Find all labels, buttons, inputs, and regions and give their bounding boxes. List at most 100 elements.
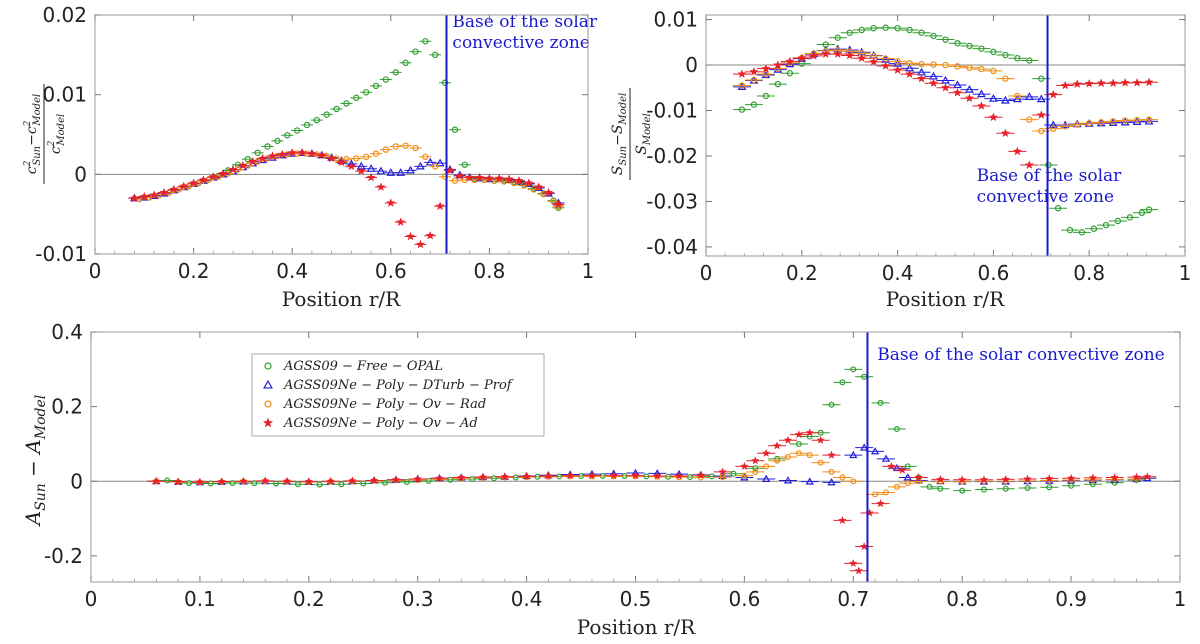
data-point: [333, 105, 340, 113]
data-point: [412, 48, 419, 55]
data-point: [749, 66, 759, 76]
data-point: [809, 51, 819, 60]
data-point: [422, 153, 429, 161]
data-point: [850, 366, 857, 373]
data-point: [797, 53, 807, 63]
data-point: [1088, 473, 1098, 482]
data-point: [1038, 75, 1045, 82]
panel-entropy-ylabel: SSun−SModel SModel: [610, 88, 653, 180]
data-point: [959, 487, 966, 494]
x-tick-label: 0.2: [293, 587, 325, 611]
data-point: [892, 65, 903, 74]
data-point: [402, 142, 409, 149]
legend-label: AGSS09 − Free − OPAL: [283, 359, 443, 374]
ylabel-b-sub: Model: [33, 395, 49, 441]
data-point: [550, 198, 557, 205]
x-tick-label: 0.6: [977, 261, 1009, 285]
data-point: [839, 474, 846, 481]
legend-marker: [264, 400, 272, 408]
data-point: [441, 79, 449, 86]
data-point: [1060, 80, 1070, 90]
data-point: [772, 441, 782, 450]
data-point: [752, 468, 759, 475]
data-point: [805, 428, 815, 437]
data-point: [139, 191, 149, 201]
data-point: [1036, 94, 1046, 103]
y-tick-label: -0.03: [646, 189, 698, 213]
data-point: [741, 472, 748, 479]
data-point: [828, 401, 835, 408]
data-point: [1001, 474, 1011, 484]
y-tick-label: -0.02: [646, 144, 698, 168]
data-point: [293, 150, 301, 157]
legend-marker: [264, 362, 272, 370]
data-point: [524, 178, 534, 188]
data-point: [218, 168, 228, 178]
data-point: [343, 155, 350, 163]
data-point: [930, 61, 937, 68]
data-point: [738, 106, 746, 113]
data-point: [461, 161, 468, 168]
ylabel-minus: −: [610, 134, 626, 146]
data-point: [860, 443, 869, 451]
data-point: [834, 34, 841, 41]
y-tick-label: 0.2: [51, 395, 83, 419]
data-point: [774, 457, 781, 464]
ylabel-den-sup: 2: [47, 140, 57, 147]
data-point: [674, 471, 684, 480]
data-point: [918, 60, 925, 68]
data-point: [795, 440, 802, 447]
data-point: [382, 76, 390, 83]
data-point: [1133, 116, 1141, 124]
data-point: [916, 73, 927, 83]
data-point: [821, 49, 831, 59]
data-point: [761, 448, 771, 457]
data-point: [740, 461, 749, 471]
data-point: [159, 187, 169, 197]
data-point: [880, 61, 891, 70]
data-point: [1120, 77, 1130, 87]
annotation-line: convective zone: [977, 187, 1114, 207]
data-point: [326, 476, 335, 485]
data-point: [494, 173, 504, 183]
ylabel-num-a: S: [610, 166, 626, 176]
data-point: [928, 78, 939, 88]
data-point: [849, 450, 858, 459]
data-point: [805, 477, 814, 485]
data-point: [1002, 485, 1009, 492]
panel-adiabatic-ticks: 0 0.1 0.2 0.3 0.4 0.5 0.6 0.7 0.8 0.9 1-0.200.20.4: [44, 320, 1186, 611]
ylabel-num-a-sub: Sun: [32, 146, 43, 166]
data-point: [846, 29, 853, 36]
panel-sound-speed: Base of the solar convective zone 0 0.2 0.4…: [23, 3, 598, 311]
data-point: [870, 24, 877, 32]
data-point: [988, 112, 999, 122]
data-point: [1048, 120, 1058, 129]
data-point: [1102, 221, 1110, 229]
x-tick-label: 1: [1179, 261, 1192, 285]
data-point: [730, 470, 737, 477]
x-tick-label: 0.8: [946, 587, 978, 611]
legend-entry: AGSS09Ne − Poly − Ov − Ad: [262, 416, 478, 431]
x-tick-label: 0.2: [786, 261, 818, 285]
data-point: [786, 70, 794, 77]
data-point: [372, 150, 380, 157]
data-point: [784, 454, 791, 461]
data-point: [455, 171, 465, 180]
data-point: [149, 190, 159, 200]
data-point: [953, 80, 962, 89]
data-point: [1066, 473, 1076, 482]
data-point: [422, 38, 429, 45]
data-point: [737, 82, 747, 90]
ylabel-minus: −: [24, 134, 40, 146]
data-point: [297, 147, 307, 157]
x-tick-label: 0: [700, 261, 713, 285]
data-point: [988, 94, 998, 102]
data-point: [251, 480, 258, 487]
data-point: [966, 64, 973, 71]
data-point: [317, 150, 327, 160]
panel-sound-speed-marks: Base of the solar convective zone: [128, 12, 598, 254]
panel-adiabatic-marks: Base of the solar convective zone: [147, 332, 1165, 582]
data-point: [794, 430, 804, 439]
data-point: [857, 53, 867, 63]
data-point: [425, 477, 432, 484]
